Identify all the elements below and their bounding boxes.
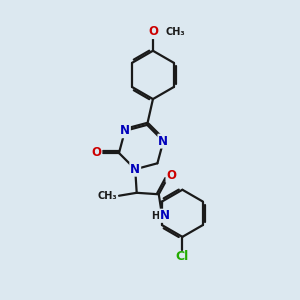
Text: H: H: [151, 211, 159, 221]
Text: O: O: [148, 25, 158, 38]
Text: N: N: [120, 124, 130, 137]
Text: Cl: Cl: [176, 250, 189, 262]
Text: CH₃: CH₃: [97, 191, 117, 201]
Text: N: N: [130, 163, 140, 176]
Text: N: N: [158, 135, 168, 148]
Text: O: O: [91, 146, 101, 160]
Text: CH₃: CH₃: [165, 27, 185, 37]
Text: N: N: [160, 209, 170, 222]
Text: O: O: [167, 169, 176, 182]
